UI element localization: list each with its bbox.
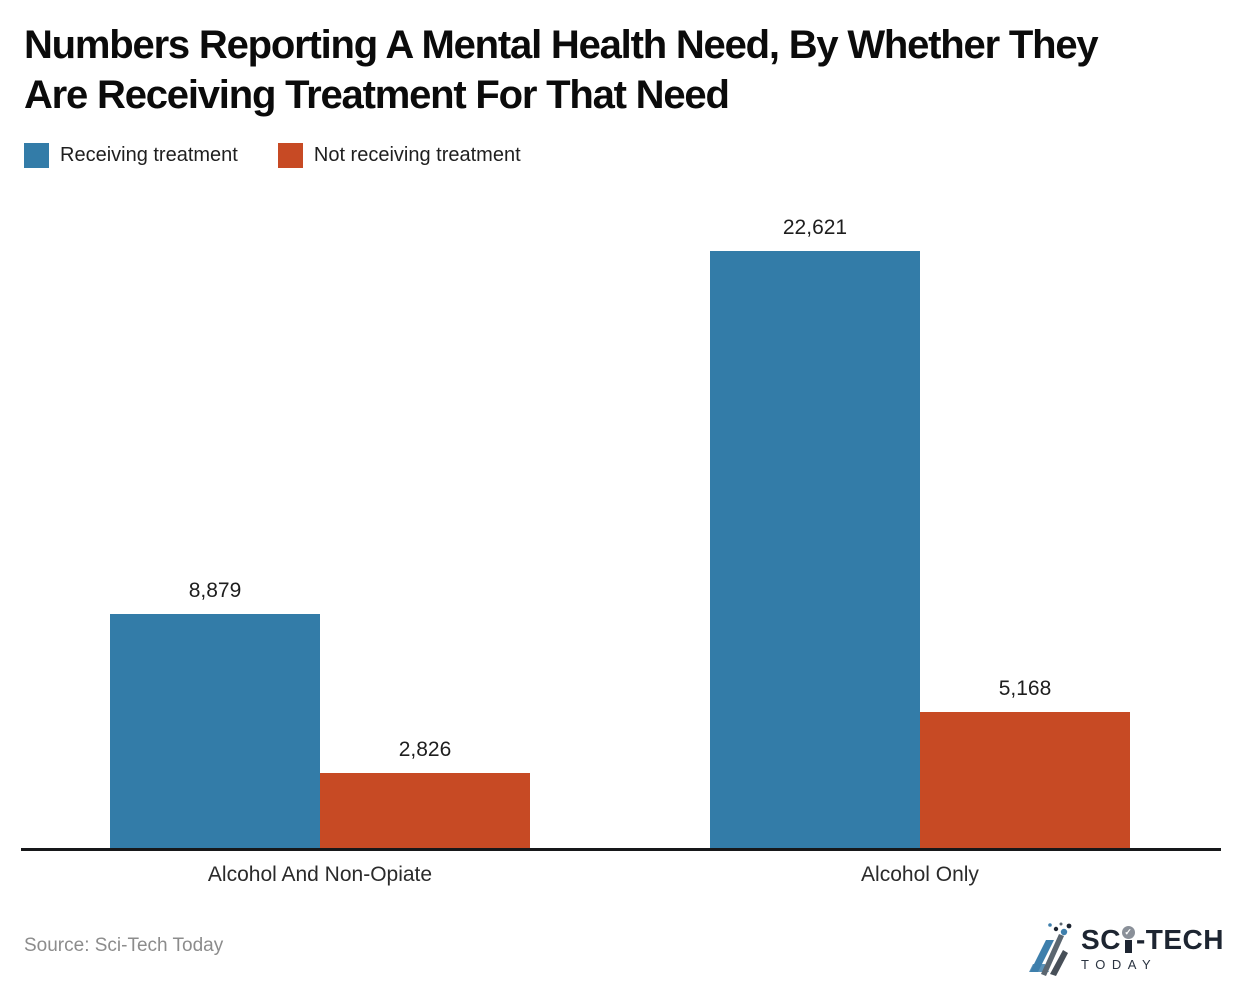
- legend-label-not-receiving: Not receiving treatment: [313, 144, 521, 166]
- legend-swatch-not-receiving: [277, 143, 303, 168]
- legend-swatch-receiving: [24, 143, 49, 168]
- logo-sci-prefix: SC: [1081, 924, 1121, 955]
- bar-not-receiving-treatment-alcohol-and-non-opiate: [320, 773, 530, 848]
- bar-receiving-treatment-alcohol-only: [710, 251, 920, 848]
- logo-sci-suffix: -TECH: [1135, 924, 1224, 955]
- legend-item-receiving: Receiving treatment: [24, 143, 238, 168]
- legend-label-receiving: Receiving treatment: [60, 144, 238, 166]
- logo-letter-i: ✓: [1121, 926, 1135, 954]
- logo-row-today: TODAY: [1081, 957, 1158, 972]
- logo-row-scitech: SC ✓ -TECH: [1081, 926, 1224, 954]
- sci-tech-logo-icon: [1029, 922, 1072, 976]
- value-label-not-receiving-treatment-alcohol-and-non-opiate: 2,826: [398, 738, 452, 761]
- chart-title: Numbers Reporting A Mental Health Need, …: [24, 20, 1099, 120]
- bar-receiving-treatment-alcohol-and-non-opiate: [110, 614, 320, 848]
- value-label-receiving-treatment-alcohol-and-non-opiate: 8,879: [188, 579, 242, 602]
- category-label-alcohol-and-non-opiate: Alcohol And Non-Opiate: [207, 863, 433, 886]
- logo-check-icon: ✓: [1121, 926, 1135, 939]
- category-label-alcohol-only: Alcohol Only: [861, 863, 979, 886]
- chart-title-line2: Are Receiving Treatment For That Need: [24, 73, 730, 117]
- legend: Receiving treatment Not receiving treatm…: [24, 143, 521, 168]
- x-axis-line: [21, 848, 1221, 851]
- bar-not-receiving-treatment-alcohol-only: [920, 712, 1130, 848]
- source-note: Source: Sci-Tech Today: [24, 935, 224, 956]
- logo-i-stem: [1124, 940, 1132, 953]
- brand-logo: SC ✓ -TECH TODAY: [1023, 920, 1224, 978]
- legend-item-not-receiving: Not receiving treatment: [277, 143, 521, 168]
- sci-tech-logo-text: SC ✓ -TECH TODAY: [1081, 926, 1224, 973]
- value-label-receiving-treatment-alcohol-only: 22,621: [782, 216, 848, 239]
- chart-title-line1: Numbers Reporting A Mental Health Need, …: [24, 23, 1099, 67]
- plot-area: 8,879 2,826 Alcohol And Non-Opiate 22,621 5,…: [21, 200, 1221, 886]
- value-label-not-receiving-treatment-alcohol-only: 5,168: [998, 677, 1052, 700]
